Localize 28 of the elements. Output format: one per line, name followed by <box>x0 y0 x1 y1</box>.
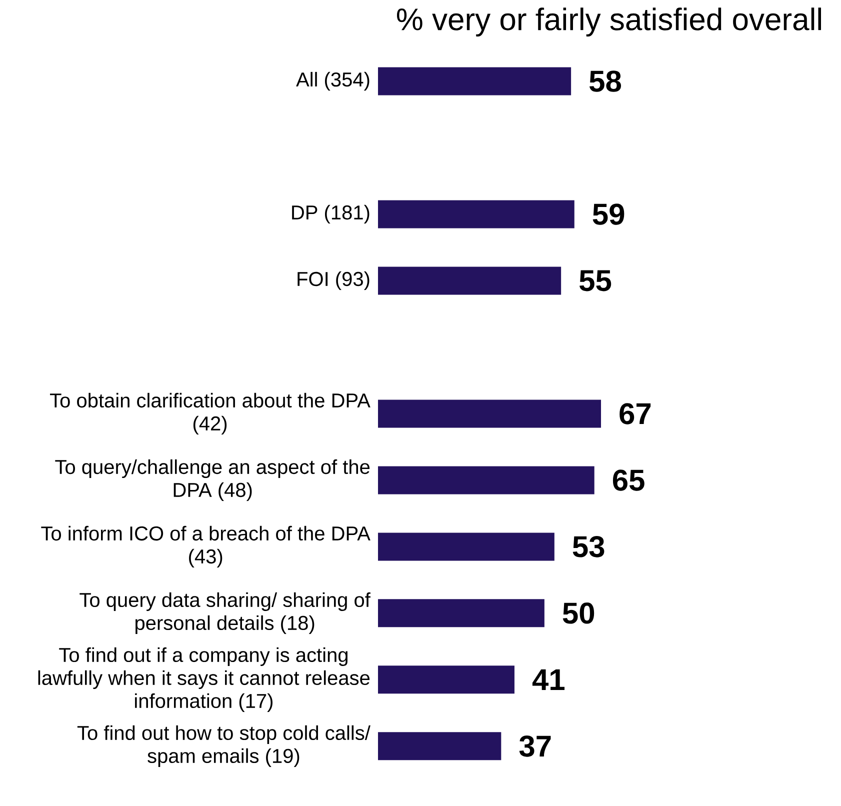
y-tick-label: To obtain clarification about the DPA (42) <box>50 392 370 435</box>
bar <box>378 466 594 494</box>
bar <box>378 200 574 228</box>
data-label: 37 <box>519 736 551 757</box>
bar <box>378 266 562 295</box>
data-label: 55 <box>580 270 612 292</box>
data-label: 65 <box>612 470 644 491</box>
data-label: 58 <box>589 70 622 92</box>
data-label: 41 <box>532 669 565 690</box>
y-tick-label: All (354) <box>296 72 370 91</box>
bar <box>378 732 502 760</box>
bar <box>378 400 602 428</box>
bar <box>378 666 514 694</box>
bar <box>378 599 544 628</box>
data-label: 67 <box>620 403 651 424</box>
y-tick-label: FOI (93) <box>298 271 370 290</box>
chart-title: % very or fairly satisfied overall <box>396 8 821 37</box>
y-tick-label: To inform ICO of a breach of the DPA (43) <box>41 526 370 568</box>
y-tick-label: DP (181) <box>292 204 370 224</box>
bar <box>378 67 572 96</box>
data-label: 59 <box>592 204 624 225</box>
data-label: 53 <box>572 536 604 558</box>
y-tick-label: To find out how to stop cold calls/ spam emails (19) <box>77 725 370 767</box>
y-tick-label: To query/challenge an aspect of the DPA (48) <box>55 459 370 502</box>
y-tick-label: To find out if a company is acting lawfully when it says it cannot release information (17) <box>38 647 370 712</box>
bar <box>378 532 554 561</box>
data-label: 50 <box>562 602 594 624</box>
y-tick-label: To query data sharing/ sharing of personal details (18) <box>80 592 370 634</box>
